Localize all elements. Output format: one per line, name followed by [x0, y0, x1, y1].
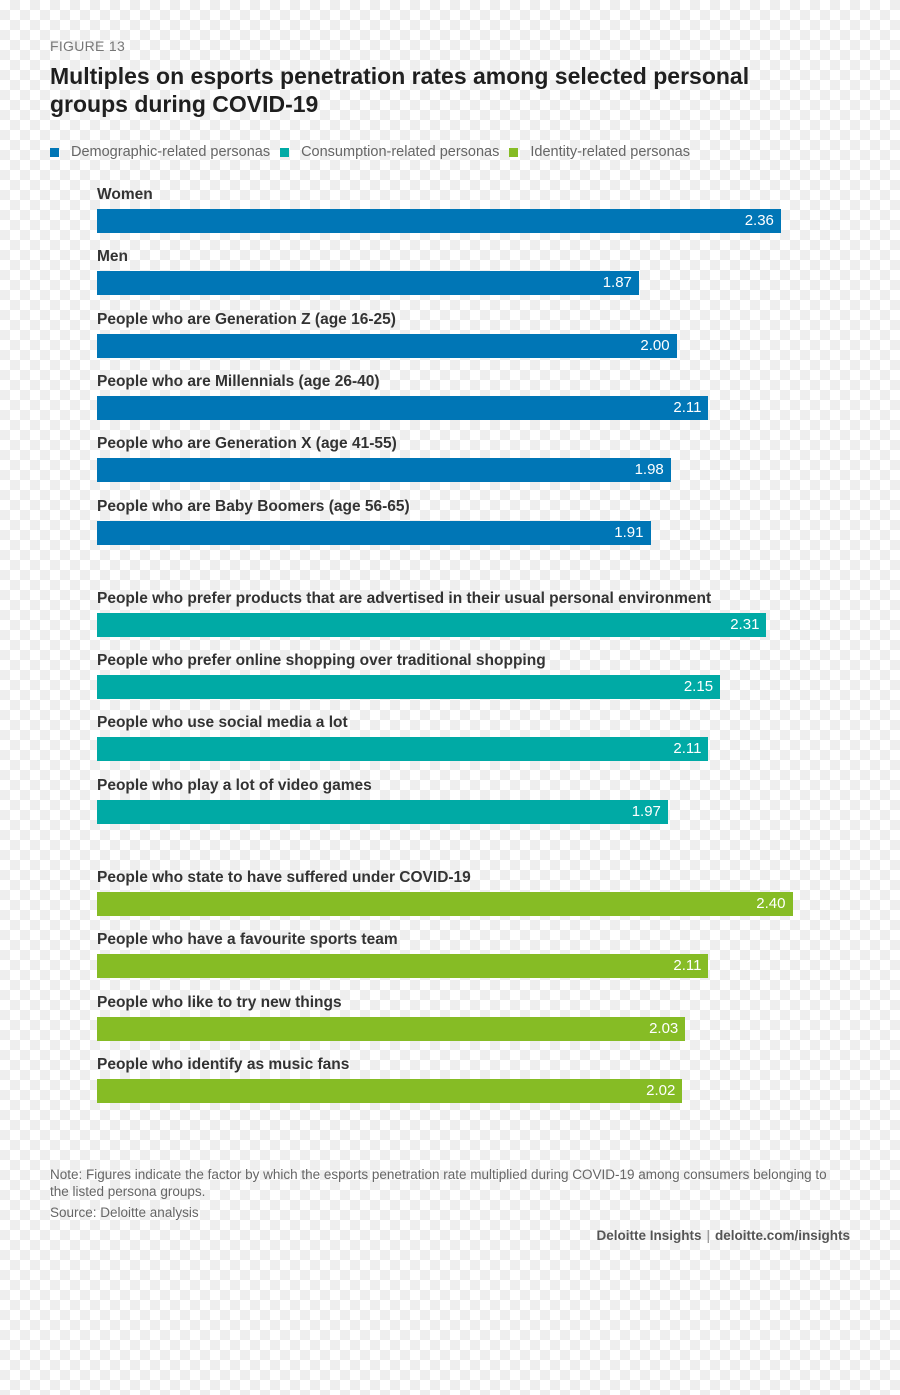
bar [97, 1078, 683, 1103]
bar-value-label: 2.36 [744, 212, 774, 229]
legend-item-consumption: Consumption-related personas [280, 144, 499, 160]
bar-value-label: 2.03 [649, 1019, 679, 1037]
credit-url[interactable]: deloitte.com/insights [714, 1228, 850, 1243]
bar-label: Women [97, 186, 153, 203]
bar-value-label: 2.02 [646, 1081, 676, 1099]
bar-value-label: 2.11 [673, 740, 702, 758]
bar-value-label: 2.11 [673, 957, 702, 975]
chart-legend: Demographic-related personas Consumption… [50, 143, 700, 161]
bar [97, 395, 709, 420]
chart-note: Note: Figures indicate the factor by whi… [50, 1167, 827, 1199]
chart-source: Source: Deloitte analysis [50, 1205, 199, 1220]
bar [97, 271, 639, 296]
bar-label: People who prefer online shopping over t… [97, 652, 546, 670]
bar-label: People who use social media a lot [97, 714, 348, 732]
legend-label-demographic: Demographic-related personas [71, 144, 271, 160]
bar-label: People who state to have suffered under … [97, 869, 471, 886]
legend-swatch-demographic [50, 147, 59, 157]
chart-title: Multiples on esports penetration rates a… [50, 63, 750, 117]
bar-value-label: 1.87 [602, 274, 632, 292]
bar [97, 675, 721, 700]
bar [97, 458, 671, 483]
bar [97, 333, 677, 358]
bar-value-label: 2.00 [640, 336, 670, 354]
bar [97, 799, 668, 824]
figure-label: FIGURE 13 [50, 38, 126, 54]
bar-label: People who like to try new things [97, 993, 342, 1011]
bar-label: People who identify as music fans [97, 1055, 350, 1073]
bar-value-label: 1.91 [614, 523, 644, 541]
legend-item-identity: Identity-related personas [509, 144, 690, 160]
bar-label: People who are Millennials (age 26-40) [97, 372, 380, 390]
credit-separator: | [706, 1228, 710, 1243]
bar [97, 1016, 686, 1041]
bar [97, 892, 793, 916]
bar [97, 209, 781, 233]
bar [97, 737, 709, 762]
bar [97, 612, 767, 637]
bar-value-label: 2.15 [683, 678, 714, 696]
credit-brand: Deloitte Insights [596, 1228, 702, 1243]
bar [97, 954, 709, 979]
legend-swatch-identity [509, 147, 519, 157]
bar-label: People who play a lot of video games [97, 776, 372, 794]
bar-value-label: 2.40 [756, 895, 786, 912]
bar-value-label: 2.11 [673, 398, 702, 416]
legend-label-identity: Identity-related personas [530, 144, 690, 160]
bar-label: People who are Baby Boomers (age 56-65) [97, 497, 410, 515]
legend-label-consumption: Consumption-related personas [301, 144, 500, 160]
bar-label: People who have a favourite sports team [97, 931, 398, 949]
bar-label: People who prefer products that are adve… [97, 589, 712, 607]
publisher-credit: Deloitte Insights | deloitte.com/insights [596, 1228, 850, 1243]
bar-value-label: 2.31 [730, 615, 760, 633]
bar-value-label: 1.97 [631, 802, 661, 820]
bar-label: People who are Generation Z (age 16-25) [97, 310, 396, 328]
bar-label: Men [97, 248, 128, 266]
bar-label: People who are Generation X (age 41-55) [97, 435, 397, 453]
legend-swatch-consumption [280, 147, 290, 157]
legend-item-demographic: Demographic-related personas [50, 144, 270, 160]
bar-value-label: 1.98 [634, 461, 664, 479]
bar [97, 520, 651, 545]
